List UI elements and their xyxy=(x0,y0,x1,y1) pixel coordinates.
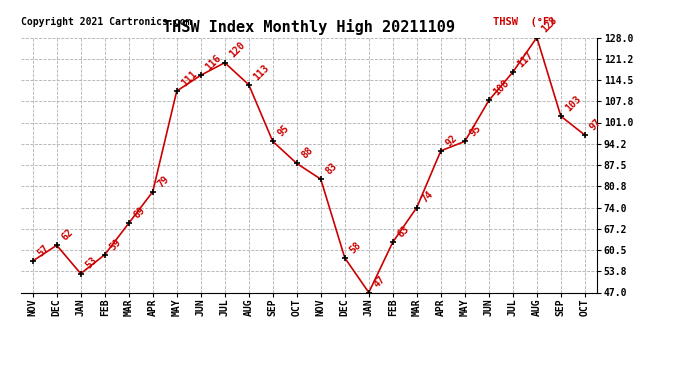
Title: THSW Index Monthly High 20211109: THSW Index Monthly High 20211109 xyxy=(163,19,455,35)
Text: 83: 83 xyxy=(324,161,339,176)
Text: THSW  (°F): THSW (°F) xyxy=(493,17,555,27)
Text: 62: 62 xyxy=(59,227,75,243)
Text: 111: 111 xyxy=(179,69,199,88)
Text: 103: 103 xyxy=(564,94,583,113)
Text: 92: 92 xyxy=(444,133,459,148)
Text: 58: 58 xyxy=(348,240,363,255)
Text: 120: 120 xyxy=(228,40,247,60)
Text: 79: 79 xyxy=(155,174,171,189)
Text: 47: 47 xyxy=(372,274,387,290)
Text: 63: 63 xyxy=(395,224,411,239)
Text: 117: 117 xyxy=(515,50,535,69)
Text: 95: 95 xyxy=(468,123,483,139)
Text: 88: 88 xyxy=(299,145,315,160)
Text: 108: 108 xyxy=(491,78,511,98)
Text: 69: 69 xyxy=(132,205,147,220)
Text: 57: 57 xyxy=(35,243,51,258)
Text: 128: 128 xyxy=(540,15,559,35)
Text: 53: 53 xyxy=(83,255,99,271)
Text: 116: 116 xyxy=(204,53,223,72)
Text: 95: 95 xyxy=(275,123,291,139)
Text: Copyright 2021 Cartronics.com: Copyright 2021 Cartronics.com xyxy=(21,17,191,27)
Text: 59: 59 xyxy=(108,237,123,252)
Text: 113: 113 xyxy=(252,62,271,82)
Text: 74: 74 xyxy=(420,189,435,205)
Text: 97: 97 xyxy=(588,117,603,132)
